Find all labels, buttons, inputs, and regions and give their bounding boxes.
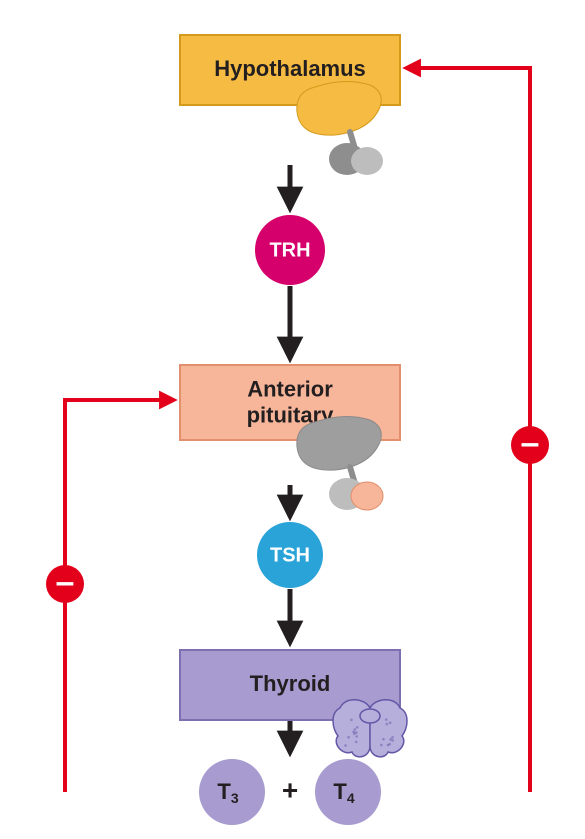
svg-text:–: – [56,563,75,601]
hypothalamus-organ-icon [297,81,383,175]
svg-text:–: – [521,424,540,462]
thyroid-organ-icon [333,700,407,757]
tsh-label: TSH [270,544,310,566]
anterior_pituitary-label1: Anterior [247,376,333,401]
plus-sign: + [282,774,298,805]
pituitary-organ-icon [297,416,383,510]
trh-label: TRH [269,239,310,261]
hypothalamus-label: Hypothalamus [214,56,366,81]
thyroid-label: Thyroid [250,671,331,696]
